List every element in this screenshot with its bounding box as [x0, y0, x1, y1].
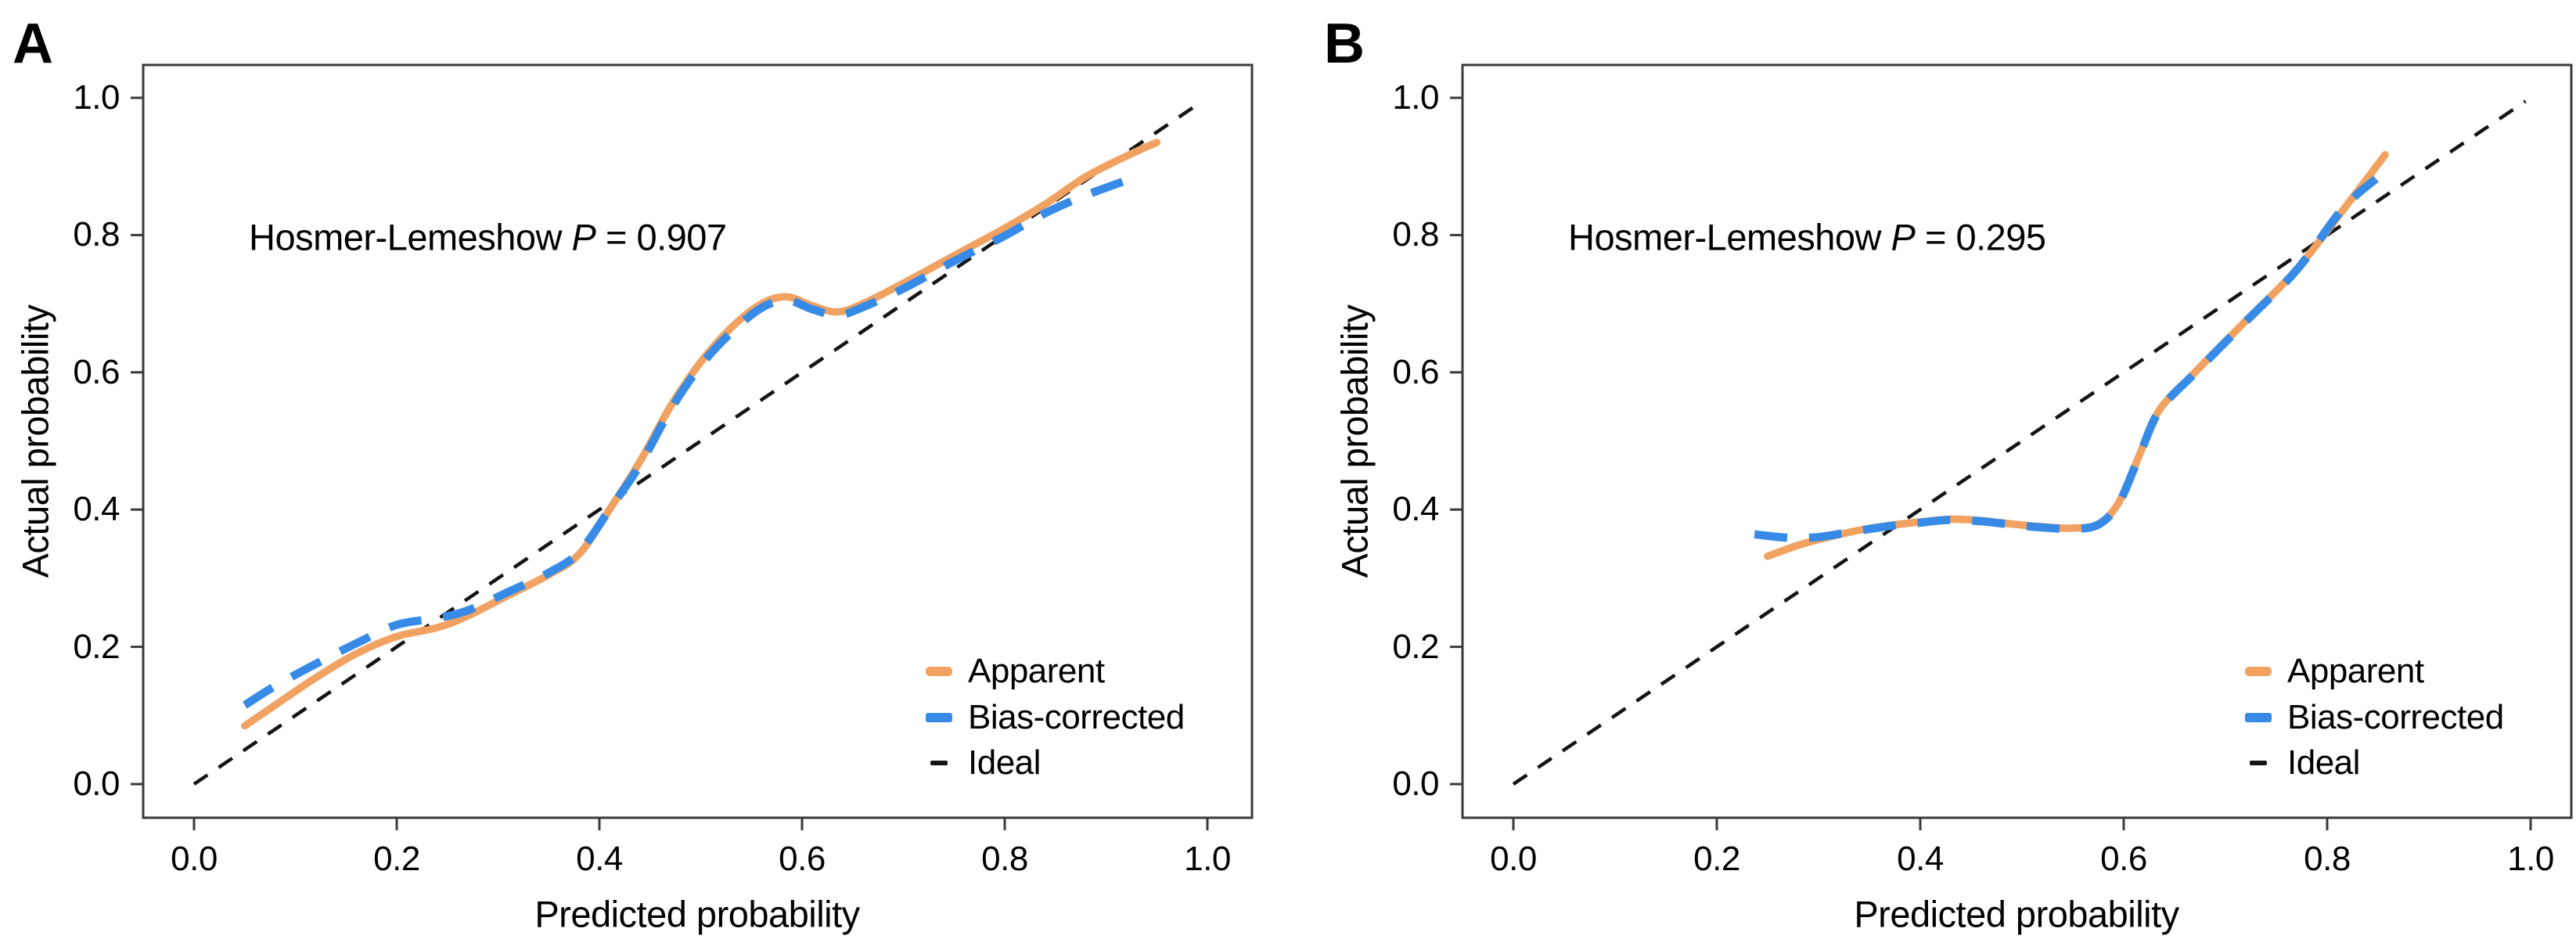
legend-label-ideal: Ideal [968, 743, 1041, 782]
legend-label-apparent: Apparent [2287, 652, 2424, 690]
annotation-prefix: Hosmer-Lemeshow [249, 216, 572, 258]
panel-a-label: A [13, 13, 53, 75]
x-tick-label: 0.8 [981, 840, 1028, 878]
legend-label-apparent: Apparent [968, 652, 1105, 690]
legend-marker-bias-corrected [926, 713, 952, 722]
series-apparent-a [241, 139, 1161, 730]
series-ideal-a [192, 99, 1203, 786]
legend-marker-apparent [2245, 667, 2272, 676]
legend-marker-ideal [930, 761, 948, 765]
series-apparent-b [1764, 151, 2389, 560]
p-statistic-symbol: P [571, 216, 596, 258]
y-tick-label: 0.4 [1392, 490, 1439, 529]
panel-a-xlabel: Predicted probability [534, 893, 860, 935]
y-tick-label: 0.4 [73, 490, 120, 529]
y-tick-label: 0.0 [73, 765, 120, 803]
y-tick-label: 0.8 [73, 215, 120, 254]
p-statistic-symbol: P [1891, 216, 1916, 258]
y-tick-label: 1.0 [73, 78, 120, 117]
y-tick-label: 0.8 [1392, 215, 1439, 254]
x-tick-label: 0.2 [373, 840, 420, 878]
legend-marker-bias-corrected [2245, 713, 2272, 722]
panel-b-xlabel: Predicted probability [1854, 893, 2179, 935]
x-tick-label: 0.0 [171, 840, 218, 878]
x-tick-label: 0.4 [576, 840, 623, 878]
panel-a-ylabel: Actual probability [14, 304, 56, 578]
y-tick-label: 0.2 [73, 627, 120, 666]
plot-box-a [142, 63, 1254, 819]
panel-b-label: B [1324, 13, 1365, 75]
panel-b-annotation: Hosmer-Lemeshow P = 0.295 [1568, 219, 2046, 256]
plot-box-b [1461, 63, 2573, 819]
x-tick-label: 0.8 [2304, 840, 2351, 878]
y-tick-label: 1.0 [1392, 78, 1439, 117]
x-tick-label: 0.6 [2100, 840, 2147, 878]
series-ideal-b [1512, 99, 2527, 786]
y-tick-label: 0.6 [1392, 352, 1439, 391]
x-tick-label: 1.0 [2507, 840, 2554, 878]
legend-marker-ideal [2250, 761, 2267, 765]
legend-label-bias-corrected: Bias-corrected [968, 698, 1185, 736]
y-tick-label: 0.0 [1392, 765, 1439, 803]
panel-b-ylabel: Actual probability [1333, 304, 1376, 578]
legend-label-ideal: Ideal [2287, 743, 2360, 782]
x-tick-label: 0.6 [779, 840, 826, 878]
annotation-value: = 0.295 [1915, 216, 2046, 258]
legend-label-bias-corrected: Bias-corrected [2287, 698, 2504, 736]
y-tick-label: 0.6 [73, 352, 120, 391]
panel-a-annotation: Hosmer-Lemeshow P = 0.907 [249, 219, 727, 256]
annotation-prefix: Hosmer-Lemeshow [1568, 216, 1891, 258]
series-bias-corrected-a [242, 172, 1139, 709]
legend-marker-apparent [926, 667, 952, 676]
x-tick-label: 1.0 [1184, 840, 1231, 878]
y-tick-label: 0.2 [1392, 627, 1439, 666]
x-tick-label: 0.0 [1490, 840, 1537, 878]
x-tick-label: 0.2 [1693, 840, 1740, 878]
x-tick-label: 0.4 [1897, 840, 1944, 878]
annotation-value: = 0.907 [595, 216, 727, 258]
